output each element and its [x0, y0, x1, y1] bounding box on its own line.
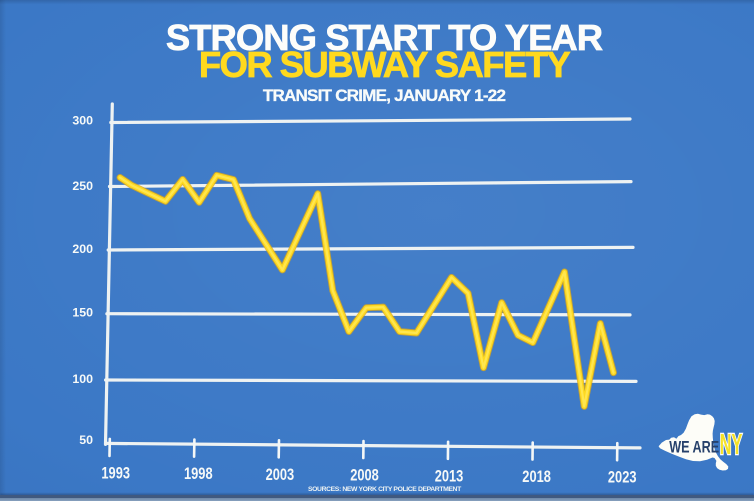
svg-text:50: 50: [79, 433, 93, 447]
svg-text:1998: 1998: [184, 464, 213, 483]
svg-text:NY: NY: [720, 429, 743, 461]
svg-text:300: 300: [72, 114, 93, 128]
svg-text:WE ARE: WE ARE: [669, 438, 719, 457]
svg-text:2023: 2023: [608, 468, 637, 487]
svg-text:2008: 2008: [350, 466, 379, 485]
svg-text:2003: 2003: [266, 465, 295, 484]
svg-text:250: 250: [72, 179, 93, 193]
svg-text:1993: 1993: [101, 463, 130, 482]
svg-text:200: 200: [72, 242, 93, 256]
svg-text:2018: 2018: [522, 467, 551, 486]
svg-text:100: 100: [72, 372, 93, 386]
svg-text:2013: 2013: [435, 466, 464, 485]
svg-text:150: 150: [72, 306, 93, 320]
